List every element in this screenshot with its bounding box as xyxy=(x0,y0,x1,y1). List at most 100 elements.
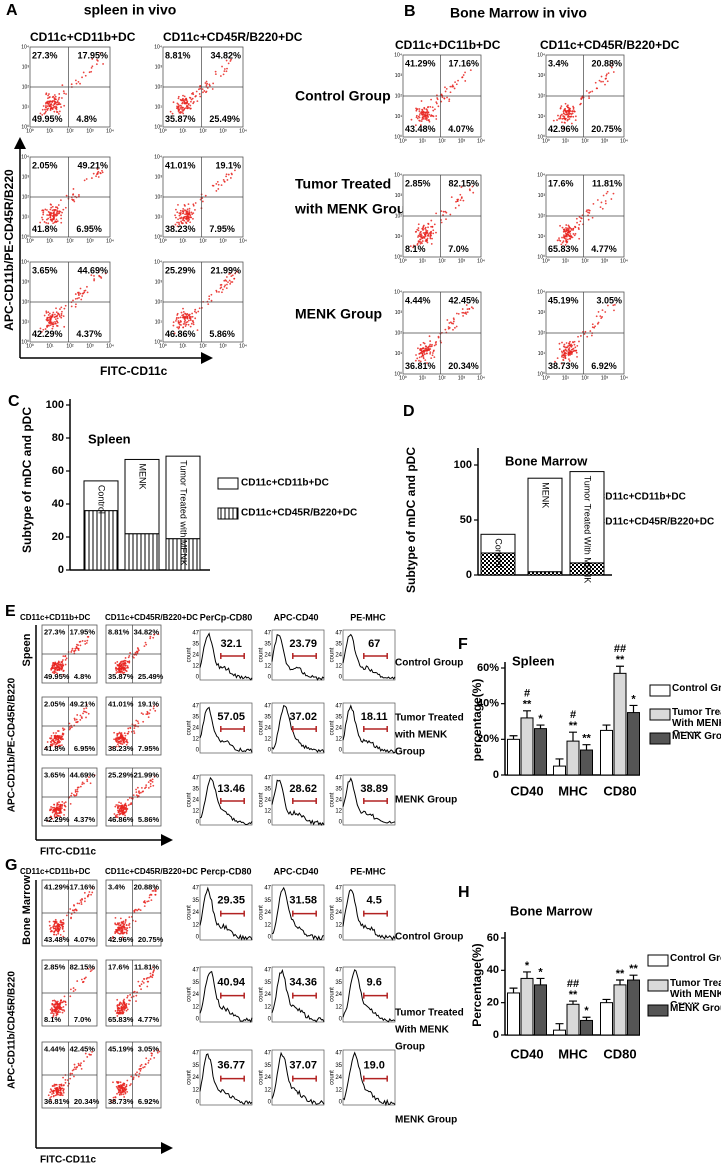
event-dot xyxy=(228,273,230,275)
chart-title: Bone Marrow xyxy=(505,453,588,468)
event-dot xyxy=(432,109,435,112)
event-dot xyxy=(78,291,80,294)
event-dot xyxy=(90,70,93,73)
event-dot xyxy=(90,274,93,277)
event-dot xyxy=(59,210,62,213)
hist-tick-label: 0 xyxy=(268,935,272,941)
event-dot xyxy=(151,890,154,892)
event-dot xyxy=(448,98,451,101)
flow-tick-label: 10¹ xyxy=(22,319,30,325)
event-dot xyxy=(125,808,128,811)
event-dot xyxy=(101,171,104,174)
event-dot xyxy=(89,782,92,785)
event-dot xyxy=(561,236,563,239)
flow-tick-label: 10² xyxy=(155,194,163,200)
event-dot xyxy=(80,1067,83,1070)
event-dot xyxy=(119,661,122,663)
event-dot xyxy=(431,352,434,354)
gate-value: 38.89 xyxy=(360,783,388,795)
quadrant-value: 46.86% xyxy=(108,815,134,824)
event-dot xyxy=(118,665,121,667)
row-label: MENK Group xyxy=(395,1115,457,1126)
event-dot xyxy=(175,208,177,211)
event-dot xyxy=(182,313,185,316)
event-dot xyxy=(419,360,422,363)
event-dot xyxy=(179,209,182,212)
event-dot xyxy=(128,922,131,925)
hist-tick-label: 35 xyxy=(192,898,199,904)
event-dot xyxy=(116,1092,118,1095)
event-dot xyxy=(596,199,599,201)
event-dot xyxy=(185,221,187,224)
event-dot xyxy=(60,924,63,927)
event-dot xyxy=(122,1012,124,1015)
event-dot xyxy=(562,228,565,231)
event-dot xyxy=(568,358,570,361)
event-dot xyxy=(566,229,569,232)
category-label: Control xyxy=(494,538,504,567)
column-header: APC-CD40 xyxy=(273,866,318,876)
event-dot xyxy=(54,745,57,748)
event-dot xyxy=(55,667,58,670)
flow-tick-label: 10⁰ xyxy=(542,138,550,144)
event-dot xyxy=(71,199,74,202)
event-dot xyxy=(59,805,61,808)
flow-tick-label: 10⁴ xyxy=(620,258,628,264)
quadrant-value: 44.69% xyxy=(77,265,108,275)
event-dot xyxy=(602,194,605,197)
event-dot xyxy=(51,1008,54,1011)
event-dot xyxy=(64,304,67,307)
event-dot xyxy=(425,117,428,119)
event-dot xyxy=(58,801,60,804)
event-dot xyxy=(91,58,94,60)
event-dot xyxy=(565,230,568,233)
histogram-trace xyxy=(271,779,325,826)
event-dot xyxy=(146,713,149,716)
hist-tick-label: 0 xyxy=(339,935,343,941)
event-dot xyxy=(118,801,120,804)
event-dot xyxy=(121,1087,123,1090)
event-dot xyxy=(419,344,422,346)
event-dot xyxy=(461,311,464,314)
event-dot xyxy=(73,200,76,203)
event-dot xyxy=(427,119,430,122)
event-dot xyxy=(215,190,218,192)
event-dot xyxy=(230,281,232,283)
event-dot xyxy=(188,212,190,214)
event-dot xyxy=(217,188,220,190)
gate-value: 9.6 xyxy=(367,976,382,988)
event-dot xyxy=(124,811,127,814)
event-dot xyxy=(219,75,222,77)
event-dot xyxy=(57,737,60,739)
event-dot xyxy=(126,996,129,999)
event-dot xyxy=(115,816,118,819)
event-dot xyxy=(135,994,138,997)
event-dot xyxy=(119,737,122,740)
event-dot xyxy=(83,977,86,980)
hist-tick-label: 35 xyxy=(264,787,271,793)
event-dot xyxy=(415,109,418,112)
event-dot xyxy=(563,115,566,118)
hist-tick-label: 47 xyxy=(264,1051,271,1057)
quadrant-value: 2.85% xyxy=(44,962,66,971)
event-dot xyxy=(63,92,66,95)
event-dot xyxy=(134,651,137,654)
legend-swatch xyxy=(649,732,671,745)
event-dot xyxy=(580,217,582,219)
event-dot xyxy=(53,925,56,928)
event-dot xyxy=(220,283,223,286)
event-dot xyxy=(51,1085,54,1087)
event-dot xyxy=(575,217,578,220)
quadrant-value: 43.48% xyxy=(405,124,436,134)
gate xyxy=(292,1075,317,1082)
event-dot xyxy=(116,998,119,1001)
event-dot xyxy=(178,111,181,114)
event-dot xyxy=(46,325,48,328)
event-dot xyxy=(69,995,72,998)
panel-letter: D xyxy=(403,403,415,420)
flow-tick-label: 10² xyxy=(538,330,546,336)
event-dot xyxy=(570,348,573,351)
event-dot xyxy=(71,1072,74,1075)
event-dot xyxy=(156,1049,159,1052)
event-dot xyxy=(76,647,78,650)
